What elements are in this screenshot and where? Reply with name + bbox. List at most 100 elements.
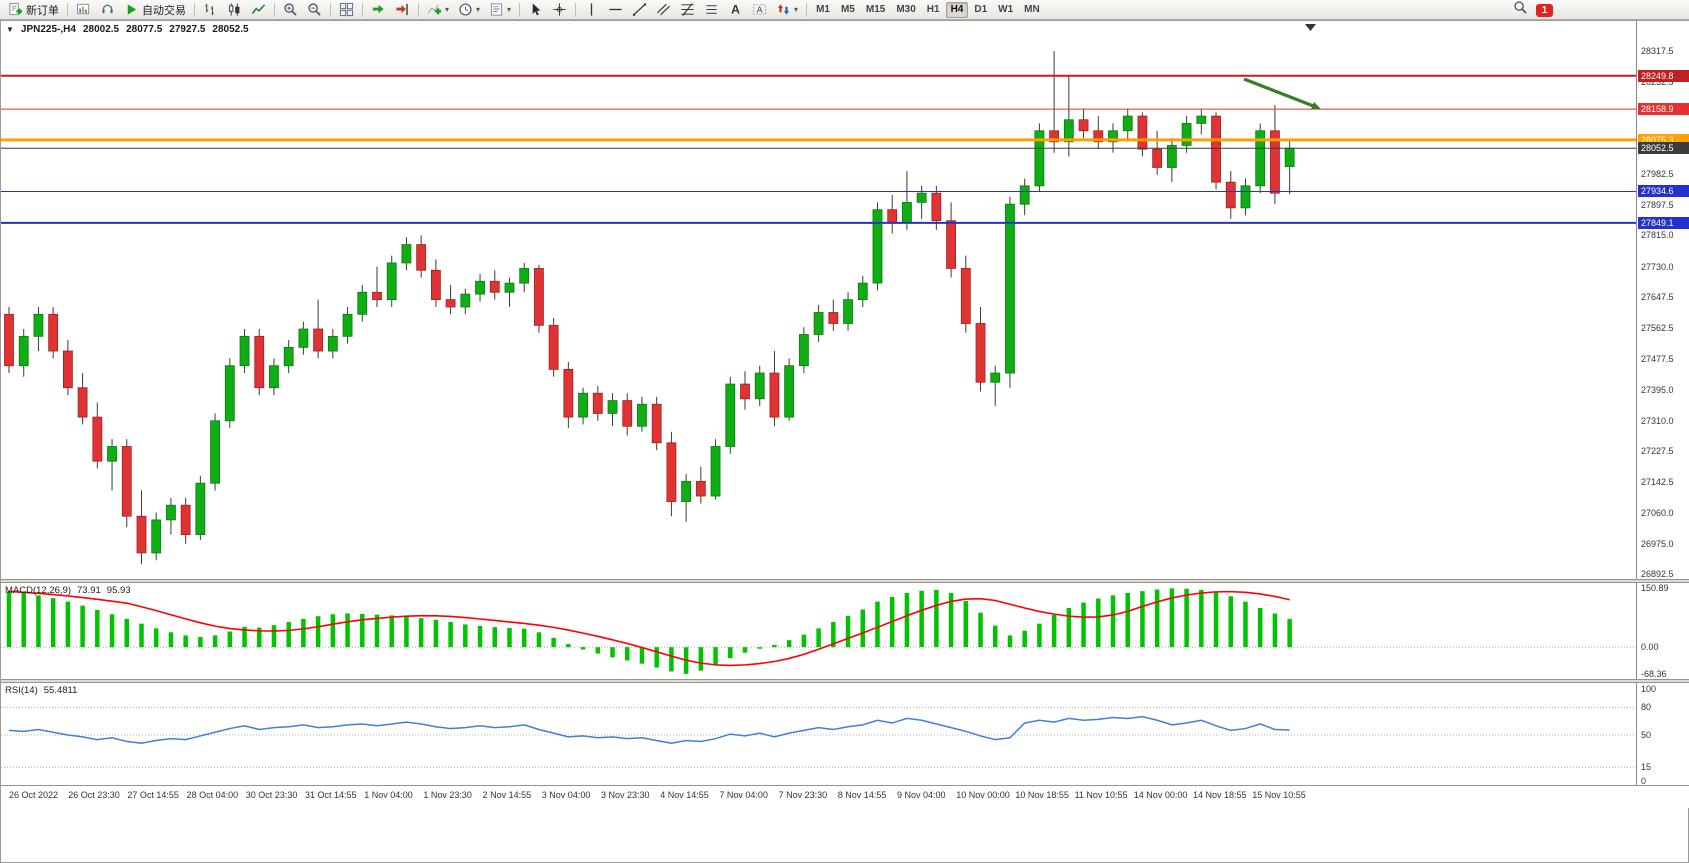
periods-button[interactable]: ▾ <box>454 1 484 19</box>
autoscroll-icon <box>371 2 386 17</box>
time-label: 27 Oct 14:55 <box>127 790 179 800</box>
search-icon[interactable] <box>1513 0 1528 20</box>
toolbar-separator <box>806 2 808 17</box>
zoom-in-button[interactable] <box>279 1 302 19</box>
chart-add-icon <box>76 2 91 17</box>
new-order-button-label: 新订单 <box>26 4 59 17</box>
crosshair-tool-button[interactable] <box>548 1 571 19</box>
time-label: 1 Nov 04:00 <box>364 790 413 800</box>
macd-value-main: 73.91 <box>77 585 101 596</box>
rsi-value: 55.4811 <box>43 685 78 696</box>
macd-axis[interactable]: 150.89 0.00 -68.36 <box>1636 583 1689 679</box>
price-tick: 27815.0 <box>1641 230 1674 241</box>
autotrade-button-label: 自动交易 <box>142 4 186 17</box>
rsi-axis[interactable]: 100 80 50 15 0 <box>1636 683 1689 786</box>
notification-badge[interactable]: 1 <box>1536 3 1553 17</box>
templates-button[interactable]: ▾ <box>485 1 515 19</box>
indicators-icon <box>427 2 442 17</box>
cycle-lines-tool-button[interactable] <box>700 1 723 19</box>
autotrade-icon <box>124 2 139 17</box>
timeframe-H1-button[interactable]: H1 <box>922 2 945 18</box>
timeframe-M5-button[interactable]: M5 <box>836 2 860 18</box>
time-label: 7 Nov 04:00 <box>719 790 768 800</box>
new-order-button[interactable]: 新订单 <box>4 1 63 19</box>
rsi-canvas[interactable] <box>1 683 1636 785</box>
price-tick: 27227.5 <box>1641 446 1674 457</box>
macd-value-signal: 95.93 <box>106 585 131 596</box>
trendline-tool-button[interactable] <box>628 1 651 19</box>
price-lines-layer[interactable] <box>1 74 1636 224</box>
cursor-tool-button[interactable] <box>524 1 547 19</box>
support-button[interactable] <box>96 1 119 19</box>
chart-shift-button[interactable] <box>391 1 414 19</box>
time-label: 2 Nov 14:55 <box>482 790 532 800</box>
time-label: 26 Oct 2022 <box>9 790 59 800</box>
timeframe-M30-button[interactable]: M30 <box>891 2 920 18</box>
svg-text:A: A <box>757 4 763 14</box>
time-label: 8 Nov 14:55 <box>837 790 887 800</box>
timeframe-MN-button[interactable]: MN <box>1019 2 1045 18</box>
timeframe-W1-button[interactable]: W1 <box>993 2 1018 18</box>
collapse-caret-icon[interactable]: ▼ <box>6 25 14 34</box>
price-axis[interactable]: 28317.5 28232.5 27982.5 27897.5 27815.0 27730… <box>1636 21 1689 579</box>
fibo-icon <box>680 2 695 17</box>
toolbar-separator <box>274 2 275 17</box>
text-tool-button[interactable]: A <box>724 1 747 19</box>
rsi-tick: 100 <box>1641 684 1657 694</box>
current-price-label: 28052.5 <box>1638 142 1689 155</box>
price-tick: 27982.5 <box>1641 168 1674 179</box>
macd-histogram-layer <box>6 588 1292 674</box>
vertical-line-tool-button[interactable] <box>580 1 603 19</box>
zoom-out-icon <box>307 2 322 17</box>
price-tick: 28232.5 <box>1641 77 1674 88</box>
macd-tick: -68.36 <box>1641 669 1667 679</box>
zoom-out-button[interactable] <box>303 1 326 19</box>
price-tick: 27060.0 <box>1641 507 1674 518</box>
time-label: 11 Nov 10:55 <box>1074 790 1128 800</box>
time-axis[interactable]: 26 Oct 2022 26 Oct 23:30 27 Oct 14:55 28 Oc… <box>1 785 1689 808</box>
macd-tick: 150.89 <box>1641 583 1669 593</box>
chart-shift-marker-icon[interactable] <box>1305 24 1316 31</box>
timeframe-D1-button[interactable]: D1 <box>969 2 992 18</box>
macd-canvas[interactable] <box>1 583 1636 679</box>
auto-scroll-button[interactable] <box>367 1 390 19</box>
panel-separator[interactable] <box>1 679 1689 683</box>
clock-icon <box>458 2 473 17</box>
rsi-tick: 80 <box>1641 702 1652 713</box>
new-order-icon <box>8 2 23 17</box>
fibonacci-tool-button[interactable] <box>676 1 699 19</box>
main-toolbar: 新订单 自动交易 ▾ ▾ ▾ A A ▾ M1 M5 M15 M30 H1 H4 D1 W1 MN 1 <box>0 0 1689 20</box>
timeframe-H4-button[interactable]: H4 <box>945 1 969 18</box>
vline-icon <box>584 2 599 17</box>
price-chart-canvas[interactable] <box>1 21 1636 579</box>
price-tick: 26975.0 <box>1641 538 1674 549</box>
ohlc-close: 28052.5 <box>212 24 249 35</box>
template-icon <box>489 2 504 17</box>
price-tick: 27730.0 <box>1641 261 1674 272</box>
panel-separator[interactable] <box>1 579 1689 583</box>
indicators-button[interactable]: ▾ <box>423 1 453 19</box>
channel-tool-button[interactable] <box>652 1 675 19</box>
timeframe-M15-button[interactable]: M15 <box>861 2 890 18</box>
horizontal-line-tool-button[interactable] <box>604 1 627 19</box>
price-tick: 27395.0 <box>1641 384 1674 395</box>
trend-arrow-annotation[interactable] <box>1243 77 1321 110</box>
bars-icon <box>203 2 218 17</box>
label-icon: A <box>752 2 767 17</box>
ohlc-high: 28077.5 <box>126 24 163 35</box>
rsi-panel: RSI(14) 55.4811 100 80 50 15 0 <box>1 683 1689 786</box>
new-chart-button[interactable] <box>72 1 95 19</box>
autotrade-button[interactable]: 自动交易 <box>120 1 190 19</box>
bar-chart-mode-button[interactable] <box>199 1 222 19</box>
arrows-tool-button[interactable]: ▾ <box>772 1 802 19</box>
timeframe-M1-button[interactable]: M1 <box>811 2 835 18</box>
tile-windows-button[interactable] <box>335 1 358 19</box>
time-label: 3 Nov 23:30 <box>601 790 650 800</box>
line-chart-mode-button[interactable] <box>247 1 270 19</box>
arrows-icon <box>776 2 791 17</box>
text-label-tool-button[interactable]: A <box>748 1 771 19</box>
headset-icon <box>100 2 115 17</box>
candlestick-mode-button[interactable] <box>223 1 246 19</box>
ohlc-low: 27927.5 <box>169 24 206 35</box>
rsi-label: RSI(14) 55.4811 <box>5 685 77 696</box>
